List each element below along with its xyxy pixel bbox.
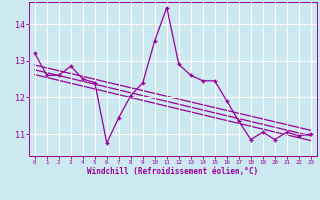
X-axis label: Windchill (Refroidissement éolien,°C): Windchill (Refroidissement éolien,°C) bbox=[87, 167, 258, 176]
